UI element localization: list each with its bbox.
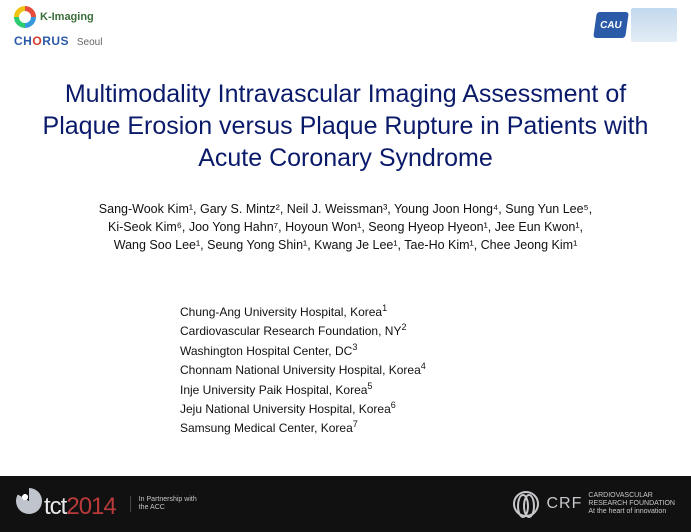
chorus-city: Seoul [77,37,103,48]
title-line-3: Acute Coronary Syndrome [198,144,493,172]
affiliation-line: Jeju National University Hospital, Korea… [180,399,426,418]
crf-full-name: CARDIOVASCULAR RESEARCH FOUNDATION At th… [588,492,675,515]
footer-right: CRF CARDIOVASCULAR RESEARCH FOUNDATION A… [513,491,676,517]
authors-block: Sang-Wook Kim¹, Gary S. Mintz², Neil J. … [28,200,663,254]
chorus-logo: CHORUS Seoul [14,32,102,50]
cau-badge-icon: CAU [593,12,629,38]
chorus-part-a: CH [14,34,32,48]
slide-container: K-Imaging CHORUS Seoul CAU Multimodality… [0,0,691,532]
title-line-1: Multimodality Intravascular Imaging Asse… [65,80,626,108]
cau-building-icon [631,8,677,42]
footer-bar: tct2014 In Partnership with the ACC CRF … [0,476,691,532]
chorus-part-c: RUS [42,34,69,48]
crf-line-3: At the heart of innovation [588,508,675,516]
affiliation-line: Chung-Ang University Hospital, Korea1 [180,302,426,321]
acc-line-1: In Partnership with [139,496,197,504]
kimaging-label: K-Imaging [40,11,94,23]
tct-text: tct [44,493,66,521]
crf-globe-icon [513,491,539,517]
top-logos-row: K-Imaging CHORUS Seoul CAU [14,6,677,56]
affiliations-block: Chung-Ang University Hospital, Korea1Car… [180,302,426,438]
crf-abbrev: CRF [547,495,583,513]
affiliation-line: Cardiovascular Research Foundation, NY2 [180,321,426,340]
authors-line-2: Ki-Seok Kim⁶, Joo Yong Hahn⁷, Hoyoun Won… [28,218,663,236]
tct-logo: tct2014 [16,488,116,521]
affiliation-line: Washington Hospital Center, DC3 [180,341,426,360]
kimaging-logo: K-Imaging [14,6,94,28]
affiliation-line: Chonnam National University Hospital, Ko… [180,360,426,379]
crf-line-2: RESEARCH FOUNDATION [588,500,675,508]
authors-line-3: Wang Soo Lee¹, Seung Yong Shin¹, Kwang J… [28,236,663,254]
affiliation-line: Samsung Medical Center, Korea7 [180,418,426,437]
acc-partnership: In Partnership with the ACC [130,496,197,511]
acc-line-2: the ACC [139,504,197,512]
tct-swirl-icon [16,488,42,514]
kimaging-circle-icon [14,6,36,28]
footer-left: tct2014 In Partnership with the ACC [16,488,197,521]
cau-logo: CAU [595,8,677,42]
slide-title: Multimodality Intravascular Imaging Asse… [30,78,661,174]
authors-line-1: Sang-Wook Kim¹, Gary S. Mintz², Neil J. … [28,200,663,218]
crf-line-1: CARDIOVASCULAR [588,492,675,500]
chorus-part-b: O [32,34,42,48]
affiliation-line: Inje University Paik Hospital, Korea5 [180,380,426,399]
title-line-2: Plaque Erosion versus Plaque Rupture in … [43,112,649,140]
tct-year: 2014 [66,493,115,521]
title-block: Multimodality Intravascular Imaging Asse… [30,78,661,174]
chorus-label: CHORUS [14,34,73,48]
crf-text-block: CRF CARDIOVASCULAR RESEARCH FOUNDATION A… [547,492,676,515]
